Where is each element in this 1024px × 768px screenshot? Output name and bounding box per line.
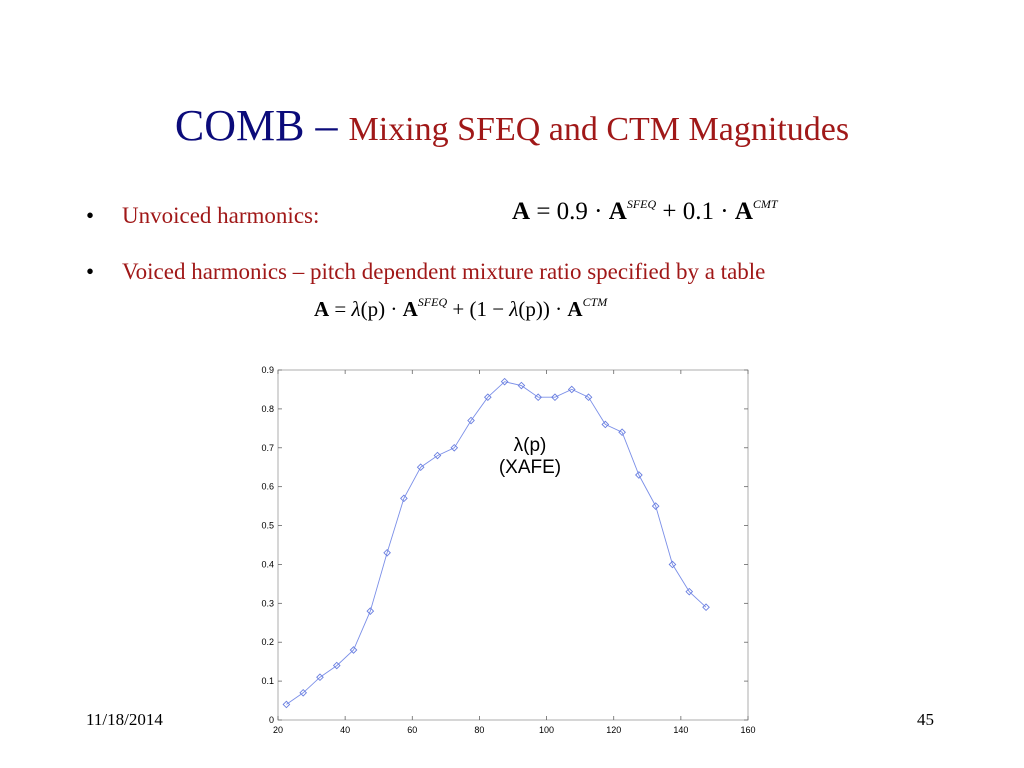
eq2-p1: (p) · — [360, 297, 403, 321]
x-tick-label: 120 — [606, 725, 621, 735]
title-main: COMB — [174, 101, 305, 150]
data-point — [433, 451, 442, 460]
data-point — [332, 661, 341, 670]
slide-number: 45 — [917, 710, 934, 729]
plot-frame — [277, 369, 749, 721]
data-point — [282, 700, 291, 709]
bullet-marker: • — [86, 203, 95, 228]
annotation-lambda: λ(p) — [513, 435, 547, 456]
x-tick-label: 160 — [740, 725, 755, 735]
eq2-a2: A — [567, 297, 583, 321]
title-subtitle: Mixing SFEQ and CTM Magnitudes — [348, 111, 850, 148]
data-point — [366, 607, 375, 615]
eq1-sup2: CMT — [752, 196, 778, 211]
chart-annotation: λ(p) (XAFE) — [470, 435, 590, 479]
data-point — [450, 443, 459, 452]
x-tick-label: 20 — [273, 725, 283, 735]
eq1-mid: + 0.1 · — [656, 198, 735, 225]
data-point — [618, 428, 626, 437]
eq1-a1: A — [608, 198, 627, 225]
bullet-unvoiced: • Unvoiced harmonics: — [86, 203, 319, 229]
title-dash: – — [304, 101, 349, 150]
slide-title: COMB – Mixing SFEQ and CTM Magnitudes — [0, 100, 1024, 151]
series-line — [286, 381, 707, 705]
data-point — [316, 673, 324, 682]
footer-date: 11/18/2014 — [86, 710, 163, 729]
data-point — [517, 381, 526, 390]
eq2-mid: + (1 − — [447, 297, 510, 321]
data-point — [483, 393, 492, 402]
y-tick-label: 0.7 — [261, 443, 274, 453]
eq2-lambda1: λ — [351, 297, 361, 321]
data-point — [500, 377, 509, 386]
y-tick-label: 0.5 — [261, 521, 274, 531]
x-tick-label: 100 — [539, 725, 554, 735]
data-point — [702, 603, 710, 612]
data-point — [601, 420, 610, 429]
equation-unvoiced: A = 0.9 · ASFEQ + 0.1 · ACMT — [512, 196, 778, 226]
y-tick-label: 0.3 — [261, 598, 274, 608]
eq2-sup1: SFEQ — [417, 295, 448, 309]
y-tick-label: 0.2 — [261, 637, 274, 647]
bullet-text: Voiced harmonics – pitch dependent mixtu… — [122, 259, 766, 284]
y-tick-label: 0.8 — [261, 404, 274, 414]
equation-voiced: A = λ(p) · ASFEQ + (1 − λ(p)) · ACTM — [314, 295, 608, 322]
eq1-eq: = 0.9 · — [530, 198, 609, 225]
x-tick-label: 60 — [407, 725, 417, 735]
data-point — [383, 548, 391, 557]
eq2-lhs: A — [314, 297, 330, 321]
eq2-p2: (p)) · — [518, 297, 568, 321]
data-point — [400, 494, 408, 503]
x-tick-label: 80 — [474, 725, 484, 735]
x-tick-label: 140 — [673, 725, 688, 735]
eq1-sup1: SFEQ — [626, 196, 657, 211]
data-point — [584, 393, 593, 402]
eq2-lambda2: λ — [509, 297, 519, 321]
data-point — [635, 471, 643, 479]
data-point — [299, 688, 308, 697]
bullet-text: Unvoiced harmonics: — [122, 203, 320, 228]
data-point — [551, 393, 559, 402]
bullet-voiced: • Voiced harmonics – pitch dependent mixt… — [86, 259, 765, 285]
y-tick-label: 0.9 — [261, 365, 274, 375]
data-point — [651, 502, 660, 510]
eq1-a2: A — [734, 198, 753, 225]
y-tick-label: 0.4 — [261, 559, 274, 569]
eq1-lhs: A — [512, 198, 531, 225]
data-point — [416, 463, 425, 472]
y-tick-label: 0.1 — [261, 676, 274, 686]
y-tick-label: 0.6 — [261, 482, 274, 492]
y-tick-label: 0 — [269, 715, 274, 725]
eq2-sup2: CTM — [582, 295, 608, 309]
data-point — [349, 646, 358, 654]
x-tick-label: 40 — [340, 725, 350, 735]
data-point — [685, 587, 694, 596]
data-point — [668, 560, 677, 569]
annotation-xafe: (XAFE) — [498, 457, 562, 478]
data-point — [534, 393, 543, 402]
bullet-marker: • — [86, 259, 95, 284]
eq2-a1: A — [402, 297, 418, 321]
data-point — [567, 385, 576, 394]
data-point — [467, 416, 475, 425]
eq2-eq: = — [329, 297, 352, 321]
